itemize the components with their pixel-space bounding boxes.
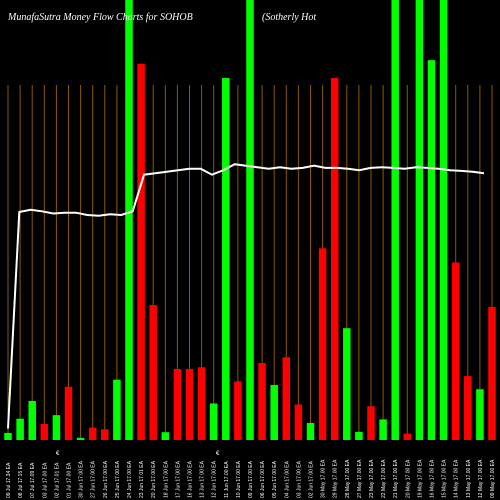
x-tick-label: 12 May 17.00 EA <box>478 459 484 498</box>
money-flow-bar <box>197 367 206 440</box>
money-flow-bar <box>222 77 230 441</box>
money-flow-bars <box>4 0 496 441</box>
money-flow-bar <box>282 357 291 440</box>
x-tick-label: 16 Jun 17.00 EA <box>188 460 194 498</box>
money-flow-bar <box>294 404 303 440</box>
x-tick-label: 08 Jul 17.15 EA <box>18 462 24 498</box>
x-tick-label: 06 Jun 17.00 EA <box>260 460 266 498</box>
x-tick-label: 09 Jun 17.00 EA <box>248 460 254 498</box>
x-tick-label: 04 Jun 17.00 EA <box>284 460 290 498</box>
money-flow-bar <box>415 0 424 440</box>
price-line <box>7 163 485 429</box>
x-tick-label: 09 May 17.00 EA <box>490 459 496 498</box>
x-tick-label: 17 Jun 17.00 EA <box>175 460 181 498</box>
money-flow-bar <box>439 0 448 440</box>
money-flow-bar <box>270 384 278 440</box>
x-tick-label: 05 Jun 17.00 EA <box>272 460 278 498</box>
money-flow-bar <box>52 415 61 440</box>
money-flow-bar <box>391 0 399 440</box>
money-flow-bar <box>403 433 412 440</box>
x-tick-label: 11 Jun 17.00 EA <box>224 461 230 498</box>
money-flow-bar <box>379 419 387 440</box>
money-flow-bar <box>343 328 351 440</box>
x-tick-label: 09 Jul 17.34 EA <box>6 462 12 498</box>
x-tick-label: 27 Jun 17.00 EA <box>91 460 97 498</box>
money-flow-bar <box>330 77 339 441</box>
money-flow-bar <box>234 381 242 440</box>
x-tick-label: 20 May 17.00 EA <box>405 459 411 498</box>
x-tick-label: 20 Jun 17.00 EA <box>151 460 157 498</box>
money-flow-bar <box>209 403 218 440</box>
money-flow-bar <box>161 432 170 440</box>
x-tick-label: 29 May 17.00 EA <box>333 459 339 498</box>
x-tick-label: 18 Jun 17.00 EA <box>163 460 169 498</box>
money-flow-bar <box>16 418 24 440</box>
x-tick-label: 28 May 17.00 EA <box>345 459 351 498</box>
money-flow-bar <box>64 386 73 440</box>
x-tick-label: 10 Jun 17.00 EA <box>236 460 242 498</box>
money-flow-bar <box>185 369 194 440</box>
axis-marker-right: € <box>216 451 220 457</box>
money-flow-bar <box>488 306 496 440</box>
x-tick-label: 21 May 17.00 EA <box>393 459 399 498</box>
money-flow-bar <box>476 389 484 440</box>
money-flow-bar <box>367 406 375 440</box>
money-flow-bar <box>76 437 85 440</box>
money-flow-bar <box>88 427 97 440</box>
money-flow-bar <box>246 0 254 440</box>
money-flow-bar <box>101 429 109 440</box>
x-axis-tick-labels: 09 Jul 17.34 EA 08 Jul 17.15 EA 07 Jul 17.… <box>6 459 496 498</box>
money-flow-bar <box>427 60 436 441</box>
x-tick-label: 07 Jul 17.09 EA <box>30 462 36 498</box>
money-flow-bar <box>125 0 133 440</box>
money-flow-bar <box>306 422 315 440</box>
x-tick-label: 13 May 17.00 EA <box>466 459 472 498</box>
money-flow-bar <box>40 424 49 440</box>
money-flow-bar <box>149 305 157 440</box>
x-tick-label: 14 May 17.00 EA <box>454 459 460 498</box>
x-tick-label: 27 May 17.00 EA <box>357 459 363 498</box>
x-tick-label: 16 May 17.00 EA <box>430 459 436 498</box>
x-tick-label: 30 Jun 17.00 EA <box>79 460 85 498</box>
money-flow-bar <box>113 379 121 440</box>
money-flow-bar <box>318 248 327 440</box>
x-tick-label: 26 Jun 17.00 EA <box>103 460 109 498</box>
x-tick-label: 03 Jun 17.00 EA <box>296 460 302 498</box>
x-tick-label: 25 Jun 17.00 EA <box>115 460 121 498</box>
x-tick-label: 02 Jun 17.00 EA <box>309 460 315 498</box>
x-tick-label: 15 May 17.00 EA <box>442 459 448 498</box>
money-flow-bar <box>4 432 12 440</box>
axis-marker-left: € <box>56 451 60 457</box>
x-tick-label: 19 May 17.00 EA <box>417 459 423 498</box>
x-tick-label: 23 Jun 17.01 EA <box>139 460 145 498</box>
x-tick-label: 23 May 17.00 EA <box>369 459 375 498</box>
x-tick-label: 22 May 17.00 EA <box>381 459 387 498</box>
money-flow-bar <box>258 362 266 440</box>
money-flow-bar <box>451 262 460 440</box>
x-tick-label: 02 Jul 17.01 EA <box>54 462 60 498</box>
x-tick-label: 12 Jun 17.00 EA <box>212 460 218 498</box>
x-tick-label: 24 Jun 17.00 EA <box>127 460 133 498</box>
x-tick-label: 01 Jul 17.00 EA <box>67 462 73 498</box>
money-flow-bar <box>464 376 472 440</box>
x-tick-label: 30 May 17.00 EA <box>321 459 327 498</box>
money-flow-bar <box>173 369 182 440</box>
x-tick-label: 03 Jul 17.00 EA <box>42 462 48 498</box>
x-tick-label: 13 Jun 17.00 EA <box>200 460 206 498</box>
money-flow-bar <box>137 63 145 440</box>
chart-title-right: (Sotherly Hot <box>262 12 316 23</box>
money-flow-bar <box>28 400 36 440</box>
money-flow-bar <box>355 431 363 440</box>
chart-title-left: MunafaSutra Money Flow Charts for SOHOB <box>7 12 193 23</box>
